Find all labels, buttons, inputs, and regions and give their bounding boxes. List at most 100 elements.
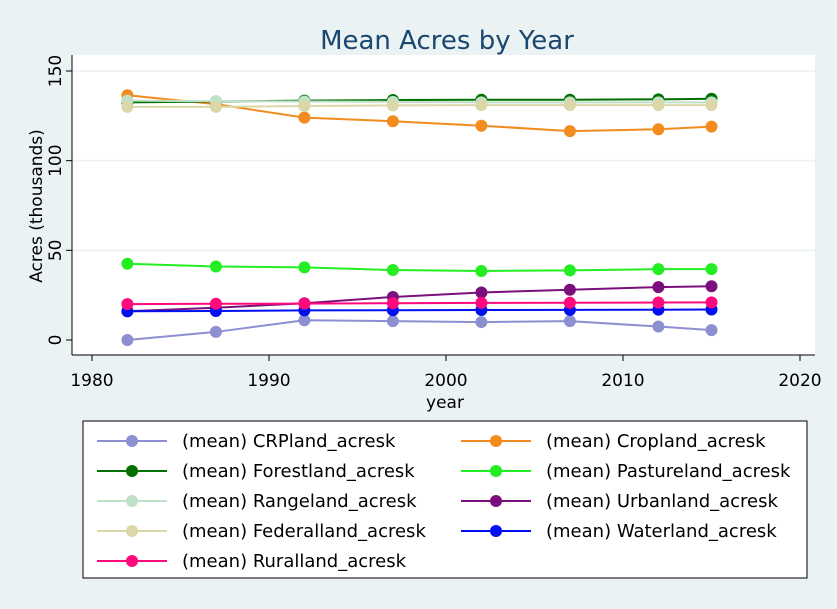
data-point: [209, 100, 222, 113]
legend-item: (mean) Pastureland_acresk: [461, 461, 791, 482]
series-8: [121, 296, 718, 311]
legend-item: (mean) Federalland_acresk: [97, 521, 426, 542]
legend-label: (mean) Cropland_acresk: [546, 431, 766, 452]
x-ticks: 1980 1990 2000 2010 2020: [70, 355, 822, 391]
data-point: [705, 280, 718, 293]
data-point: [121, 298, 134, 311]
series-3: [121, 257, 718, 277]
series-0: [121, 314, 718, 346]
data-point: [386, 297, 399, 310]
y-tick-label: 150: [46, 55, 66, 87]
data-point: [386, 115, 399, 128]
legend-item: (mean) CRPland_acresk: [97, 431, 396, 452]
data-point: [652, 123, 665, 136]
data-point: [705, 120, 718, 133]
legend-label: (mean) Forestland_acresk: [182, 461, 415, 482]
legend-label: (mean) CRPland_acresk: [182, 431, 396, 452]
data-point: [705, 296, 718, 309]
series-line: [127, 262, 712, 272]
y-axis-title: Acres (thousands): [27, 129, 47, 283]
data-point: [563, 125, 576, 138]
series-line: [127, 319, 712, 341]
series-line: [127, 285, 712, 313]
series-layer: [121, 89, 718, 346]
data-point: [652, 281, 665, 294]
data-point: [652, 320, 665, 333]
x-tick-label: 1980: [70, 371, 113, 391]
legend-marker: [126, 435, 138, 447]
data-point: [209, 260, 222, 273]
x-tick-label: 1990: [247, 371, 290, 391]
series-line: [127, 104, 712, 108]
data-point: [386, 99, 399, 112]
data-point: [652, 263, 665, 276]
axes: [71, 55, 815, 356]
x-tick-label: 2010: [601, 371, 644, 391]
legend-label: (mean) Pastureland_acresk: [546, 461, 791, 482]
gridlines: [72, 70, 815, 252]
data-point: [475, 99, 488, 112]
data-point: [475, 296, 488, 309]
legend: (mean) CRPland_acresk (mean) Cropland_acr…: [82, 420, 808, 579]
data-point: [475, 264, 488, 277]
data-point: [209, 325, 222, 338]
legend-item: (mean) Urbanland_acresk: [461, 491, 779, 512]
x-tick-label: 2020: [778, 371, 821, 391]
data-point: [563, 315, 576, 328]
data-point: [652, 296, 665, 309]
data-point: [386, 264, 399, 277]
legend-marker: [490, 525, 502, 537]
data-point: [705, 99, 718, 112]
legend-label: (mean) Federalland_acresk: [182, 521, 426, 542]
legend-marker: [490, 435, 502, 447]
chart-title: Mean Acres by Year: [320, 26, 574, 56]
legend-marker: [126, 555, 138, 567]
series-6: [121, 99, 718, 113]
data-point: [563, 264, 576, 277]
y-tick-label: 100: [46, 144, 66, 176]
series-line: [127, 308, 712, 313]
x-axis-title: year: [426, 393, 464, 413]
legend-label: (mean) Waterland_acresk: [546, 521, 777, 542]
legend-marker: [490, 495, 502, 507]
data-point: [563, 296, 576, 309]
y-ticks: 0 50 100 150: [46, 55, 72, 346]
series-line: [127, 301, 712, 306]
data-point: [705, 324, 718, 337]
data-point: [652, 99, 665, 112]
legend-marker: [490, 465, 502, 477]
data-point: [705, 263, 718, 276]
data-point: [386, 315, 399, 328]
data-point: [298, 99, 311, 112]
data-point: [121, 257, 134, 270]
legend-item: (mean) Cropland_acresk: [461, 431, 766, 452]
legend-item: (mean) Rangeland_acresk: [97, 491, 417, 512]
legend-marker: [126, 525, 138, 537]
data-point: [475, 286, 488, 299]
data-point: [121, 334, 134, 346]
legend-item: (mean) Ruralland_acresk: [97, 551, 407, 572]
legend-marker: [126, 465, 138, 477]
series-line: [127, 99, 712, 104]
legend-label: (mean) Urbanland_acresk: [546, 491, 779, 512]
data-point: [475, 119, 488, 132]
legend-marker: [126, 495, 138, 507]
legend-label: (mean) Rangeland_acresk: [182, 491, 417, 512]
data-point: [121, 100, 134, 113]
data-point: [563, 283, 576, 296]
data-point: [209, 297, 222, 310]
legend-box: [82, 420, 808, 579]
data-point: [475, 316, 488, 329]
y-tick-label: 0: [46, 335, 66, 346]
data-point: [298, 297, 311, 310]
legend-item: (mean) Waterland_acresk: [461, 521, 777, 542]
legend-label: (mean) Ruralland_acresk: [182, 551, 407, 572]
data-point: [298, 261, 311, 274]
data-point: [298, 111, 311, 124]
x-tick-label: 2000: [424, 371, 467, 391]
y-tick-label: 50: [46, 240, 66, 262]
legend-item: (mean) Forestland_acresk: [97, 461, 415, 482]
data-point: [298, 314, 311, 327]
